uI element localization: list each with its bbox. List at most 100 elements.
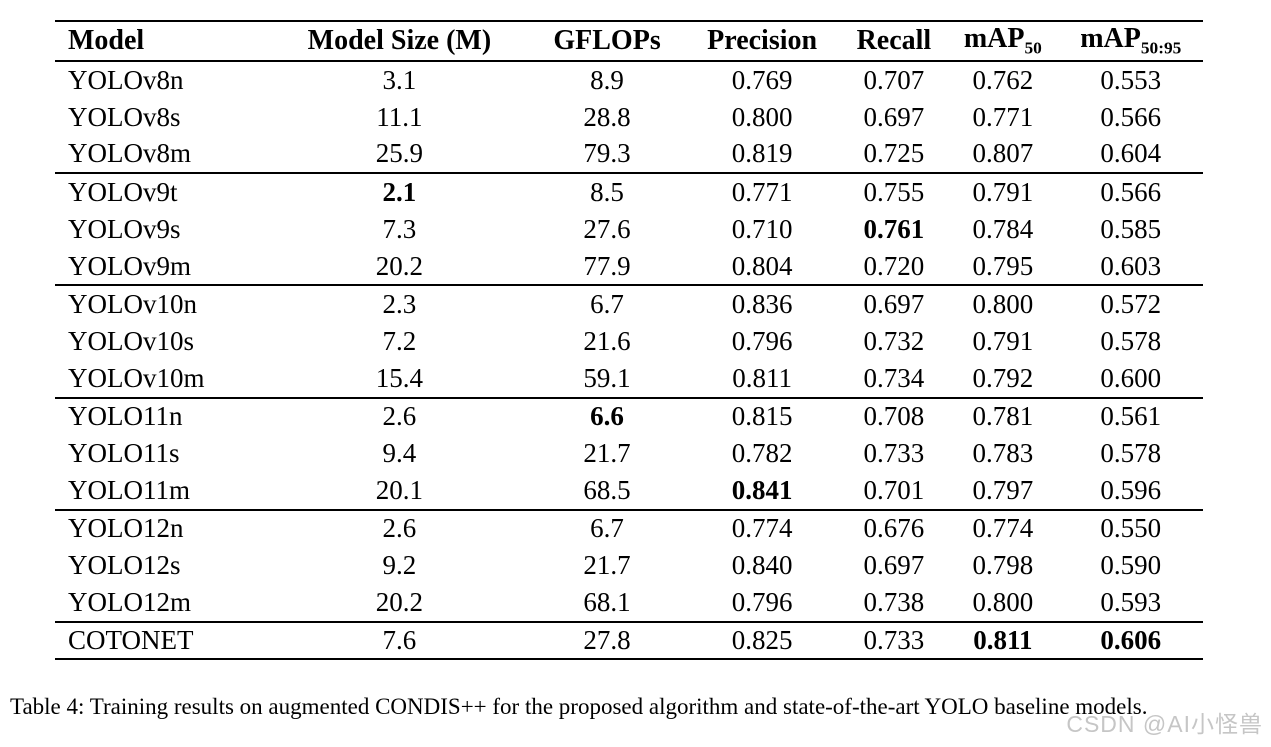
- cell-model: YOLOv10n: [55, 284, 269, 323]
- cell-value: 0.733: [863, 438, 925, 469]
- cell-value: 0.550: [1058, 508, 1203, 548]
- cell-value: 0.819: [731, 138, 793, 169]
- column-header-precision: Precision: [683, 21, 841, 62]
- cell-value: 0.734: [863, 362, 925, 393]
- table-row-yolov10n: YOLOv10n 2.3 6.7 0.836 0.697 0.800 0.572: [55, 284, 1203, 323]
- cell-value: 20.2: [375, 587, 424, 618]
- cell-value: 0.797: [972, 474, 1034, 505]
- table-row-yolov10s: YOLOv10s 7.2 21.6 0.796 0.732 0.791 0.578: [55, 323, 1203, 360]
- cell-value: 0.603: [1100, 250, 1162, 281]
- table-row-yolov9t: YOLOv9t 2.1 8.5 0.771 0.755 0.791 0.566: [55, 172, 1203, 211]
- cell-value: 0.590: [1100, 550, 1162, 581]
- table-row-yolov8n: YOLOv8n 3.1 8.9 0.769 0.707 0.762 0.553: [55, 61, 1203, 98]
- cell-model: YOLOv10s: [68, 325, 194, 356]
- table-row-yolo11s: YOLO11s 9.4 21.7 0.782 0.733 0.783 0.578: [55, 435, 1203, 472]
- results-table: Model Model Size (M) GFLOPs Precision Recall…: [55, 20, 1203, 661]
- cell-value: 0.755: [840, 172, 948, 211]
- cell-model: YOLOv9s: [68, 213, 181, 244]
- table-row-yolo12m: YOLO12m 20.2 68.1 0.796 0.738 0.800 0.593: [55, 584, 1203, 621]
- cell-value: 2.6: [268, 396, 531, 435]
- cell-value: 0.774: [683, 508, 841, 548]
- table-row-yolov9s: YOLOv9s 7.3 27.6 0.710 0.761 0.784 0.585: [55, 211, 1203, 248]
- cell-value: 6.7: [530, 284, 684, 323]
- cell-value: 0.771: [972, 101, 1034, 132]
- cell-value: 0.796: [731, 587, 793, 618]
- cell-value: 0.697: [863, 550, 925, 581]
- cell-value: 0.781: [947, 396, 1059, 435]
- cell-value: 21.7: [583, 438, 631, 469]
- cell-value: 28.8: [583, 101, 631, 132]
- cell-value: 0.585: [1100, 213, 1162, 244]
- results-table-container: Model Model Size (M) GFLOPs Precision Recall…: [55, 20, 1203, 661]
- cell-value: 0.725: [863, 138, 925, 169]
- cell-value: 9.4: [382, 438, 417, 469]
- cell-value: 68.5: [583, 474, 631, 505]
- cell-value: 0.732: [863, 325, 925, 356]
- cell-value: 0.697: [840, 284, 948, 323]
- cell-model: YOLOv8m: [68, 138, 191, 169]
- cell-value: 0.596: [1100, 474, 1162, 505]
- cell-value: 0.676: [840, 508, 948, 548]
- cell-value: 8.9: [590, 64, 624, 95]
- cell-value: 0.798: [972, 550, 1034, 581]
- cell-value: 7.2: [382, 325, 417, 356]
- cell-model: YOLO11m: [68, 474, 190, 505]
- column-header-map-50-95: mAP50:95: [1058, 21, 1203, 62]
- cell-value: 21.6: [583, 325, 631, 356]
- cell-value: 77.9: [583, 250, 631, 281]
- cell-value: 0.593: [1100, 587, 1162, 618]
- table-row-yolo11n: YOLO11n 2.6 6.6 0.815 0.708 0.781 0.561: [55, 396, 1203, 435]
- cell-value: 0.578: [1100, 438, 1162, 469]
- cell-value: 27.8: [530, 620, 684, 660]
- cell-value: 0.566: [1100, 101, 1162, 132]
- cell-value: 2.3: [268, 284, 531, 323]
- cell-value: 0.784: [972, 213, 1034, 244]
- cell-value: 0.800: [972, 587, 1034, 618]
- cell-value: 0.782: [731, 438, 793, 469]
- cell-model: YOLO12m: [68, 587, 191, 618]
- cell-value: 0.553: [1100, 64, 1162, 95]
- cell-model: YOLO11s: [68, 438, 180, 469]
- cell-value: 79.3: [583, 138, 631, 169]
- column-header-map-50: mAP50: [947, 21, 1059, 62]
- cell-value: 2.6: [268, 508, 531, 548]
- cell-value: 20.1: [375, 474, 424, 505]
- table-row-cotonet: COTONET 7.6 27.8 0.825 0.733 0.811 0.606: [55, 620, 1203, 660]
- cell-value: 0.701: [863, 474, 925, 505]
- cell-value: 9.2: [382, 550, 417, 581]
- cell-value: 0.761: [863, 213, 925, 244]
- table-row-yolov8s: YOLOv8s 11.1 28.8 0.800 0.697 0.771 0.566: [55, 98, 1203, 135]
- cell-value: 0.566: [1058, 172, 1203, 211]
- cell-value: 6.7: [530, 508, 684, 548]
- cell-model: YOLOv9t: [55, 172, 269, 211]
- cell-value: 11.1: [376, 101, 423, 132]
- table-row-yolo12s: YOLO12s 9.2 21.7 0.840 0.697 0.798 0.590: [55, 547, 1203, 584]
- cell-value: 7.3: [382, 213, 417, 244]
- cell-value: 0.738: [863, 587, 925, 618]
- column-header-model-size-m-: Model Size (M): [268, 21, 531, 62]
- cell-value: 0.578: [1100, 325, 1162, 356]
- cell-value: 0.710: [731, 213, 793, 244]
- cell-value: 0.800: [731, 101, 793, 132]
- cell-value: 0.697: [863, 101, 925, 132]
- cell-value: 0.841: [731, 474, 793, 505]
- cell-model: YOLOv10m: [68, 362, 205, 393]
- cell-value: 27.6: [583, 213, 631, 244]
- table-row-yolo12n: YOLO12n 2.6 6.7 0.774 0.676 0.774 0.550: [55, 508, 1203, 548]
- cell-value: 0.783: [972, 438, 1034, 469]
- cell-value: 0.771: [683, 172, 841, 211]
- cell-value: 0.807: [972, 138, 1034, 169]
- cell-model: YOLOv8n: [68, 64, 184, 95]
- cell-value: 21.7: [583, 550, 631, 581]
- table-row-yolov9m: YOLOv9m 20.2 77.9 0.804 0.720 0.795 0.603: [55, 248, 1203, 285]
- cell-value: 0.840: [731, 550, 793, 581]
- cell-value: 0.791: [972, 325, 1034, 356]
- cell-value: 0.811: [947, 620, 1059, 660]
- cell-value: 8.5: [530, 172, 684, 211]
- cell-value: 0.733: [840, 620, 948, 660]
- cell-value: 59.1: [583, 362, 631, 393]
- cell-value: 0.774: [947, 508, 1059, 548]
- cell-value: 68.1: [583, 587, 631, 618]
- cell-value: 0.800: [947, 284, 1059, 323]
- cell-model: YOLO12s: [68, 550, 181, 581]
